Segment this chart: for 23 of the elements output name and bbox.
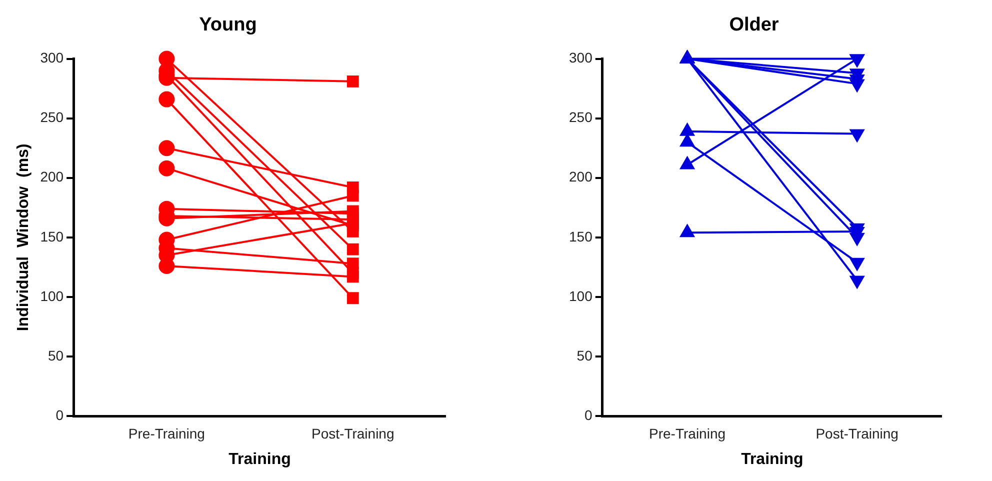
y-tick-label: 300 <box>40 50 64 66</box>
y-axis-title: Individual Window (ms) <box>15 144 32 332</box>
y-tick-label: 50 <box>48 347 64 364</box>
chart-title: Young <box>199 14 257 36</box>
y-tick-label: 200 <box>40 168 64 185</box>
y-tick-label: 250 <box>569 109 593 126</box>
y-tick-label: 250 <box>40 109 64 126</box>
y-tick-label: 150 <box>569 228 593 244</box>
x-tick-label: Pre-Training <box>649 425 726 442</box>
y-tick-label: 0 <box>584 406 593 423</box>
x-tick-label: Post-Training <box>816 425 898 442</box>
y-tick-label: 100 <box>40 288 64 304</box>
y-tick-label: 300 <box>569 50 593 66</box>
x-tick-label: Pre-Training <box>128 425 205 442</box>
y-tick-label: 100 <box>569 288 593 304</box>
x-axis-title: Training <box>228 450 291 468</box>
x-axis-title: Training <box>741 450 804 468</box>
y-tick-label: 200 <box>569 168 593 185</box>
chart-title: Older <box>729 14 780 36</box>
y-tick-label: 0 <box>56 406 64 423</box>
y-tick-label: 150 <box>40 228 64 244</box>
y-tick-label: 50 <box>576 347 593 364</box>
x-tick-label: Post-Training <box>312 425 394 442</box>
